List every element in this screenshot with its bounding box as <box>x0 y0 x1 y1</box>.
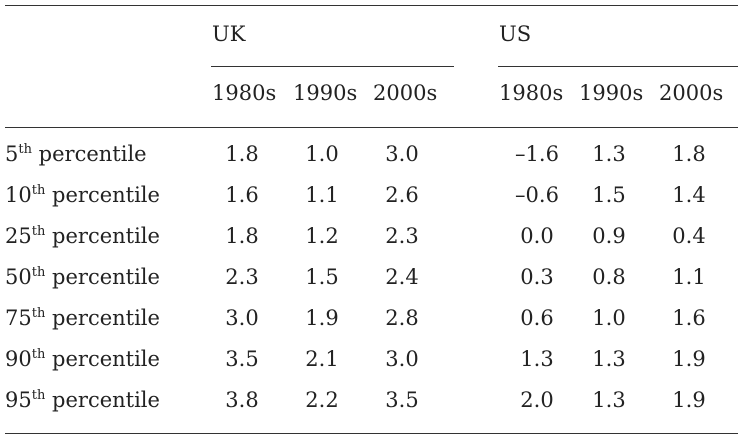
uk-value-cell: 2.3 <box>385 224 419 248</box>
percentile-word: percentile <box>52 306 160 330</box>
table-row: 50th percentile 2.3 1.5 2.4 0.3 0.8 1.1 <box>0 257 741 298</box>
ordinal-suffix: th <box>31 306 46 321</box>
ordinal-suffix: th <box>31 388 46 403</box>
us-value-cell: 2.0 <box>520 388 554 412</box>
ordinal-suffix: th <box>31 224 46 239</box>
uk-value-cell: 1.8 <box>225 224 259 248</box>
uk-value-cell: 1.8 <box>225 142 259 166</box>
us-value-cell: 1.6 <box>672 306 706 330</box>
row-label: 25th percentile <box>5 216 160 260</box>
us-value-cell: 1.4 <box>672 183 706 207</box>
uk-value-cell: 2.3 <box>225 265 259 289</box>
uk-value-cell: 2.8 <box>385 306 419 330</box>
uk-value-cell: 3.5 <box>225 347 259 371</box>
percentile-word: percentile <box>38 142 147 166</box>
us-value-cell: 0.0 <box>520 224 554 248</box>
us-decade-header: 1990s <box>579 81 644 105</box>
percentile-number: 10 <box>5 183 32 207</box>
row-label: 95th percentile <box>5 380 160 424</box>
us-value-cell: 0.9 <box>592 224 626 248</box>
table-row: 10th percentile 1.6 1.1 2.6 –0.6 1.5 1.4 <box>0 175 741 216</box>
uk-group-rule <box>211 66 454 67</box>
table-row: 90th percentile 3.5 2.1 3.0 1.3 1.3 1.9 <box>0 339 741 380</box>
uk-value-cell: 3.5 <box>385 388 419 412</box>
us-value-cell: –0.6 <box>515 183 559 207</box>
us-value-cell: 1.3 <box>592 347 626 371</box>
top-rule <box>5 5 738 6</box>
percentile-number: 50 <box>5 265 32 289</box>
row-label: 90th percentile <box>5 339 160 383</box>
us-value-cell: 1.9 <box>672 347 706 371</box>
uk-decade-header: 2000s <box>373 81 438 105</box>
uk-value-cell: 1.5 <box>305 265 339 289</box>
uk-value-cell: 2.6 <box>385 183 419 207</box>
uk-value-cell: 3.8 <box>225 388 259 412</box>
us-value-cell: 1.3 <box>592 388 626 412</box>
uk-value-cell: 2.1 <box>305 347 339 371</box>
header-rule <box>5 127 738 128</box>
bottom-rule <box>5 433 738 434</box>
uk-value-cell: 1.0 <box>305 142 339 166</box>
percentile-word: percentile <box>52 265 160 289</box>
row-label: 75th percentile <box>5 298 160 342</box>
ordinal-suffix: th <box>31 183 46 198</box>
us-value-cell: 0.4 <box>672 224 706 248</box>
us-value-cell: 0.6 <box>520 306 554 330</box>
percentile-number: 95 <box>5 388 32 412</box>
us-group-header: US <box>499 22 532 46</box>
percentile-number: 75 <box>5 306 32 330</box>
percentile-number: 90 <box>5 347 32 371</box>
ordinal-suffix: th <box>31 265 46 280</box>
uk-group-header: UK <box>212 22 246 46</box>
uk-value-cell: 1.6 <box>225 183 259 207</box>
table-row: 95th percentile 3.8 2.2 3.5 2.0 1.3 1.9 <box>0 380 741 421</box>
uk-value-cell: 3.0 <box>225 306 259 330</box>
us-value-cell: 1.8 <box>672 142 706 166</box>
ordinal-suffix: th <box>31 347 46 362</box>
uk-value-cell: 2.4 <box>385 265 419 289</box>
row-label: 10th percentile <box>5 175 160 219</box>
uk-value-cell: 2.2 <box>305 388 339 412</box>
uk-decade-header: 1990s <box>293 81 358 105</box>
us-value-cell: 1.3 <box>592 142 626 166</box>
row-label: 50th percentile <box>5 257 160 301</box>
us-value-cell: 0.8 <box>592 265 626 289</box>
uk-value-cell: 3.0 <box>385 142 419 166</box>
us-value-cell: 1.3 <box>520 347 554 371</box>
percentile-number: 25 <box>5 224 32 248</box>
us-value-cell: 1.9 <box>672 388 706 412</box>
us-decade-header: 2000s <box>659 81 724 105</box>
percentile-word: percentile <box>52 388 160 412</box>
us-value-cell: 1.1 <box>672 265 706 289</box>
table-row: 5th percentile 1.8 1.0 3.0 –1.6 1.3 1.8 <box>0 134 741 175</box>
us-value-cell: 0.3 <box>520 265 554 289</box>
percentile-word: percentile <box>52 224 160 248</box>
uk-value-cell: 1.1 <box>305 183 339 207</box>
ordinal-suffix: th <box>18 142 32 157</box>
us-decade-header: 1980s <box>499 81 564 105</box>
table-row: 25th percentile 1.8 1.2 2.3 0.0 0.9 0.4 <box>0 216 741 257</box>
uk-value-cell: 1.2 <box>305 224 339 248</box>
uk-value-cell: 1.9 <box>305 306 339 330</box>
uk-value-cell: 3.0 <box>385 347 419 371</box>
percentile-word: percentile <box>52 183 160 207</box>
us-value-cell: 1.0 <box>592 306 626 330</box>
row-label: 5th percentile <box>5 134 147 178</box>
us-group-rule <box>498 66 738 67</box>
percentile-number: 5 <box>5 142 19 166</box>
uk-decade-header: 1980s <box>212 81 277 105</box>
us-value-cell: –1.6 <box>515 142 559 166</box>
us-value-cell: 1.5 <box>592 183 626 207</box>
percentile-word: percentile <box>52 347 160 371</box>
table-row: 75th percentile 3.0 1.9 2.8 0.6 1.0 1.6 <box>0 298 741 339</box>
